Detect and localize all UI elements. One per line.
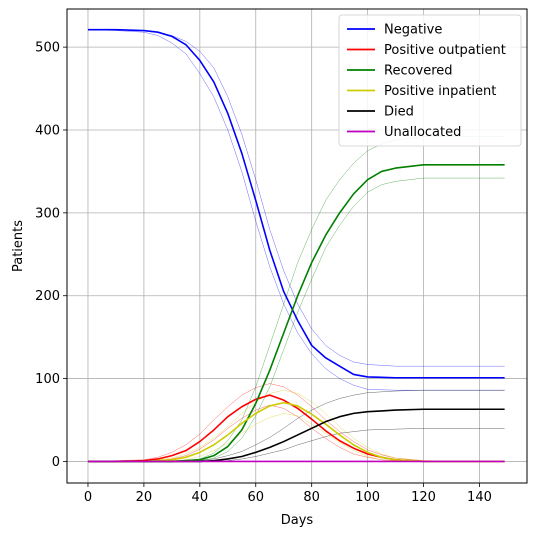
- x-tick-label: 80: [303, 490, 320, 505]
- y-axis-label: Patients: [11, 220, 26, 272]
- y-tick-label: 300: [35, 206, 60, 221]
- died-band-line: [87, 389, 505, 462]
- legend-box: [338, 14, 522, 147]
- x-tick-label: 0: [84, 490, 92, 505]
- positive-inpatient-series-line: [87, 401, 505, 463]
- series-lines: [87, 28, 505, 463]
- legend-label-recovered: Recovered: [384, 64, 453, 79]
- y-tick-label: 500: [35, 41, 60, 56]
- positive-inpatient-band-line: [87, 413, 505, 462]
- negative-band-line: [87, 29, 505, 391]
- positive-outpatient-series-line: [87, 394, 505, 463]
- y-tick-label: 100: [35, 372, 60, 387]
- y-tick-label: 200: [35, 289, 60, 304]
- ticks: 0 20 40 60 80 100 120 140 0 100 200 300 400 500: [35, 41, 492, 505]
- x-tick-label: 60: [247, 490, 264, 505]
- recovered-series-line: [87, 163, 505, 463]
- negative-series-line: [87, 28, 505, 379]
- positive-outpatient-band-line: [87, 404, 505, 462]
- died-series-line: [87, 408, 505, 463]
- legend-label-negative: Negative: [384, 23, 442, 38]
- legend-label-died: Died: [384, 105, 414, 120]
- legend-label-positive-inpatient: Positive inpatient: [384, 84, 496, 99]
- recovered-band-line: [87, 177, 505, 462]
- positive-inpatient-band-line: [87, 389, 505, 462]
- legend-label-unallocated: Unallocated: [384, 125, 461, 140]
- x-tick-label: 120: [411, 490, 436, 505]
- x-tick-label: 140: [467, 490, 492, 505]
- x-axis-label: Days: [281, 513, 314, 528]
- x-tick-label: 100: [355, 490, 380, 505]
- x-tick-label: 40: [192, 490, 209, 505]
- died-band-line: [87, 428, 505, 462]
- positive-outpatient-band-line: [87, 383, 505, 462]
- legend-label-positive-outpatient: Positive outpatient: [384, 43, 506, 58]
- x-tick-label: 20: [136, 490, 153, 505]
- axes-frame: [66, 8, 528, 484]
- legend: Negative Positive outpatient Recovered Posi…: [338, 14, 522, 147]
- y-tick-label: 400: [35, 123, 60, 138]
- y-tick-label: 0: [52, 455, 60, 470]
